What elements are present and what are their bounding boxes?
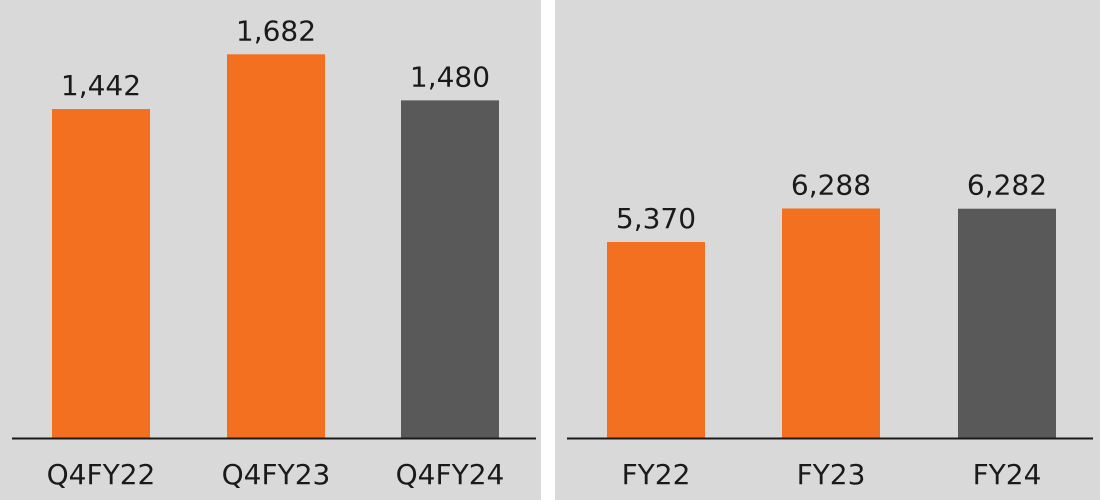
x-tick-label-q4fy23: Q4FY23 [222, 458, 331, 491]
bar-q4fy24 [401, 100, 499, 438]
bar-fy23 [782, 208, 880, 438]
chart-panel-annual: 5,370 FY22 6,288 FY23 6,282 FY24 [555, 0, 1100, 500]
data-label-fy24: 6,282 [967, 169, 1047, 202]
data-label-q4fy24: 1,480 [410, 60, 490, 93]
data-label-q4fy22: 1,442 [61, 69, 141, 102]
bar-q4fy23 [227, 54, 325, 438]
data-label-fy22: 5,370 [616, 202, 696, 235]
x-tick-label-q4fy22: Q4FY22 [47, 458, 156, 491]
chart-panel-quarterly: 1,442 Q4FY22 1,682 Q4FY23 1,480 Q4FY24 [0, 0, 541, 500]
data-label-q4fy23: 1,682 [236, 14, 316, 47]
data-label-fy23: 6,288 [791, 168, 871, 201]
bar-fy22 [607, 241, 705, 438]
bar-q4fy22 [52, 109, 150, 438]
bar-fy24 [958, 208, 1056, 438]
x-tick-label-fy23: FY23 [797, 458, 866, 491]
x-tick-label-q4fy24: Q4FY24 [396, 458, 505, 491]
chart-annual: 5,370 FY22 6,288 FY23 6,282 FY24 [567, 168, 1093, 491]
chart-quarterly: 1,442 Q4FY22 1,682 Q4FY23 1,480 Q4FY24 [12, 14, 536, 491]
x-tick-label-fy24: FY24 [973, 458, 1042, 491]
x-tick-label-fy22: FY22 [622, 458, 691, 491]
